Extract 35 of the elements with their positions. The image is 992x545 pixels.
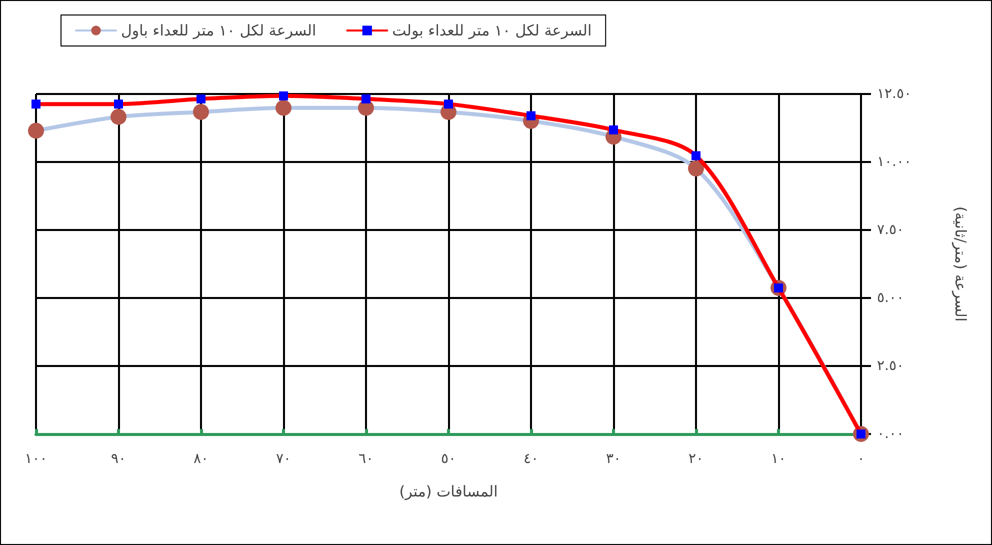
point — [28, 122, 44, 139]
x-tick-label: ٦٠ — [358, 451, 374, 467]
y-tick-label: ١٠.٠٠ — [877, 154, 912, 170]
y-tick-label: ٢.٥٠ — [877, 358, 904, 374]
legend-label: السرعة لكل ١٠ متر للعداء باول — [121, 22, 316, 40]
point — [32, 100, 40, 109]
x-axis-title: المسافات (متر) — [399, 482, 498, 500]
x-tick-label: ٩٠ — [110, 451, 126, 467]
y-tick-label: ٠.٠٠ — [877, 426, 904, 442]
point — [196, 94, 206, 104]
x-tick-label: ١٠٠ — [24, 451, 48, 467]
point — [279, 91, 288, 100]
x-tick-label: ٠ — [857, 451, 865, 467]
y-tick-label: ٥.٠٠ — [877, 290, 904, 306]
point — [444, 100, 453, 109]
point — [276, 100, 292, 116]
x-tick-label: ٧٠ — [276, 451, 292, 467]
y-axis-title: السرعة (متر/ثانية) — [952, 206, 970, 322]
legend-label: السرعة لكل ١٠ متر للعداء بولت — [392, 22, 592, 40]
x-tick-label: ٢٠ — [688, 451, 704, 467]
point — [526, 111, 536, 120]
point — [692, 151, 700, 160]
point — [193, 104, 209, 120]
point — [688, 160, 704, 177]
y-tick-label: ٧.٥٠ — [877, 222, 904, 238]
x-tick-label: ٨٠ — [193, 451, 209, 467]
y-tick-label: ١٢.٥٠ — [877, 86, 912, 102]
point — [362, 94, 370, 104]
point — [114, 100, 123, 109]
point — [609, 125, 618, 134]
x-tick-label: ٤٠ — [523, 451, 539, 467]
x-tick-label: ١٠ — [770, 451, 786, 467]
point — [110, 108, 126, 125]
x-tick-label: ٣٠ — [606, 451, 622, 467]
x-tick-label: ٥٠ — [440, 451, 456, 467]
